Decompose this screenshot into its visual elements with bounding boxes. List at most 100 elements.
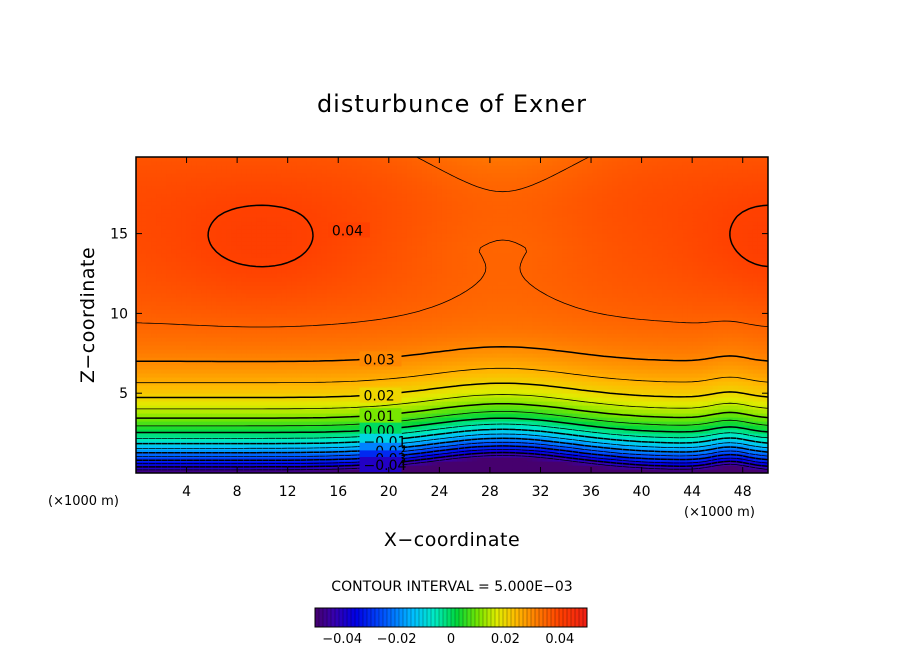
field-cell [391,309,398,314]
field-cell [176,389,182,394]
field-cell [311,409,318,414]
field-cell [386,193,393,198]
field-cell [206,301,212,306]
field-cell [201,197,207,202]
field-cell [371,313,378,318]
field-cell [326,161,333,166]
field-cell [221,241,227,246]
field-cell [386,213,393,218]
field-cell [281,341,288,346]
field-cell [241,249,247,254]
field-cell [136,233,142,238]
field-cell [306,369,313,374]
field-cell [276,253,283,258]
field-cell [156,233,162,238]
field-cell [236,285,242,290]
field-cell [266,205,273,210]
field-cell [231,249,237,254]
field-cell [216,205,222,210]
field-cell [141,245,147,250]
field-cell [436,201,443,206]
field-cell [241,169,247,174]
field-cell [271,229,278,234]
field-cell [401,169,408,174]
field-cell [281,273,288,278]
field-cell [156,377,162,382]
field-cell [201,377,207,382]
field-cell [446,213,453,218]
field-cell [161,261,167,266]
field-cell [146,389,152,394]
field-cell [261,377,268,382]
field-cell [201,449,207,454]
field-cell [236,289,242,294]
field-cell [452,441,458,446]
field-cell [266,213,273,218]
field-cell [356,181,363,186]
field-cell [221,433,227,438]
field-cell [171,413,177,418]
field-cell [361,285,368,290]
field-cell [331,257,338,262]
field-cell [271,257,278,262]
field-cell [211,429,217,434]
field-cell [291,433,298,438]
field-cell [336,209,343,214]
field-cell [181,217,187,222]
field-cell [196,205,202,210]
field-cell [296,245,303,250]
field-cell [376,157,383,162]
field-cell [301,233,308,238]
field-cell [206,273,212,278]
field-cell [406,161,413,166]
field-cell [181,325,187,330]
field-cell [161,245,167,250]
field-cell [346,245,353,250]
field-cell [436,185,443,190]
field-cell [156,273,162,278]
field-cell [196,325,202,330]
field-cell [136,265,142,270]
field-cell [186,337,192,342]
field-cell [386,181,393,186]
field-cell [436,441,443,446]
field-cell [271,293,278,298]
field-cell [286,265,293,270]
field-cell [421,377,428,382]
field-cell [256,457,262,462]
field-cell [386,161,393,166]
field-cell [411,381,418,386]
field-cell [431,293,438,298]
field-cell [211,301,217,306]
field-cell [331,453,338,458]
field-cell [221,373,227,378]
field-cell [291,413,298,418]
field-cell [396,341,403,346]
field-cell [191,229,197,234]
chart-title: disturbunce of Exner [317,90,587,118]
field-cell [276,401,283,406]
field-cell [321,385,328,390]
field-cell [246,457,252,462]
field-cell [431,301,438,306]
field-cell [446,189,453,194]
field-cell [181,273,187,278]
field-cell [306,309,313,314]
field-cell [266,301,273,306]
field-cell [346,377,353,382]
field-cell [316,345,323,350]
field-cell [416,221,423,226]
field-cell [381,321,388,326]
field-cell [171,181,177,186]
field-cell [441,297,448,302]
field-cell [306,329,313,334]
field-cell [186,261,192,266]
field-cell [421,177,428,182]
field-cell [186,313,192,318]
field-cell [161,449,167,454]
field-cell [141,361,147,366]
field-cell [256,305,262,310]
field-cell [161,273,167,278]
field-cell [161,233,167,238]
field-cell [276,277,283,282]
